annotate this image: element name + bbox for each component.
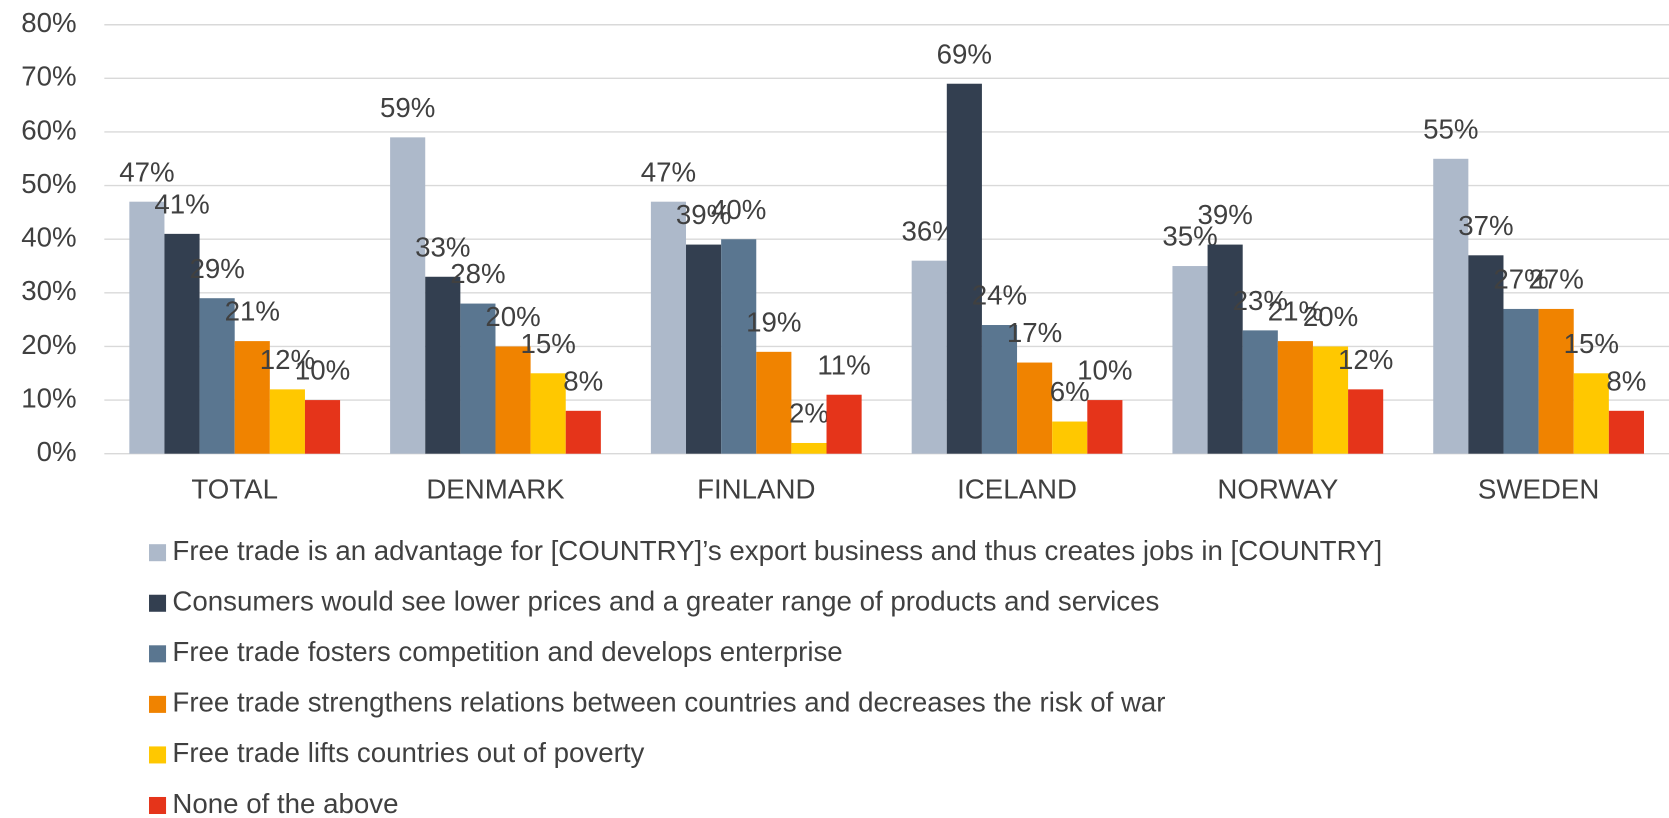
bar: [650, 201, 687, 454]
bar: [1277, 341, 1313, 454]
bar: [1017, 362, 1053, 454]
data-label: 27%: [1493, 264, 1548, 295]
bar: [1052, 421, 1088, 454]
legend-label: Free trade is an advantage for [COUNTRY]…: [172, 535, 1382, 566]
bar: [1348, 389, 1384, 454]
data-label: 15%: [1564, 328, 1619, 359]
data-label: 19%: [746, 306, 801, 337]
bar: [791, 442, 827, 454]
bar: [129, 201, 165, 454]
bar: [1172, 266, 1208, 454]
x-tick-label: DENMARK: [426, 473, 565, 504]
bar: [756, 351, 792, 454]
data-label: 33%: [415, 231, 470, 262]
legend-label: None of the above: [172, 788, 398, 818]
y-tick-label: 40%: [21, 222, 76, 253]
legend-label: Free trade lifts countries out of povert…: [172, 737, 644, 768]
data-label: 27%: [1528, 264, 1583, 295]
y-tick-label: 20%: [21, 329, 76, 360]
x-tick-label: TOTAL: [191, 473, 278, 504]
bar: [164, 233, 200, 454]
bar: [269, 389, 305, 454]
data-label: 69%: [937, 38, 992, 69]
bar: [460, 303, 496, 454]
data-label: 20%: [1303, 301, 1358, 332]
data-label: 10%: [295, 355, 350, 386]
data-label: 10%: [1077, 355, 1132, 386]
legend-swatch: [149, 645, 167, 663]
data-label: 12%: [1338, 344, 1393, 375]
bar: [946, 83, 982, 454]
bar: [1573, 373, 1609, 454]
bar: [425, 276, 461, 454]
data-label: 41%: [154, 189, 209, 220]
bar: [1312, 346, 1349, 454]
bar: [721, 239, 757, 454]
data-label: 59%: [380, 92, 435, 123]
data-label: 21%: [1268, 296, 1323, 327]
data-label: 24%: [972, 280, 1027, 311]
data-label: 39%: [1197, 199, 1252, 230]
x-tick-label: NORWAY: [1217, 473, 1338, 504]
data-label: 12%: [260, 344, 315, 375]
bar: [390, 137, 426, 454]
y-tick-label: 70%: [21, 61, 76, 92]
data-label: 21%: [225, 296, 280, 327]
data-label: 28%: [450, 258, 505, 289]
legend-swatch: [149, 796, 167, 815]
y-tick-label: 10%: [21, 382, 76, 413]
legend-label: Free trade fosters competition and devel…: [172, 636, 842, 667]
data-label: 8%: [1606, 365, 1646, 396]
x-tick-label: ICELAND: [957, 473, 1077, 504]
data-label: 20%: [485, 301, 540, 332]
bar: [826, 394, 862, 454]
x-tick-label: SWEDEN: [1478, 473, 1599, 504]
bar: [1538, 308, 1574, 454]
data-label: 40%: [711, 194, 766, 225]
legend-swatch: [149, 746, 167, 764]
bar: [911, 260, 947, 454]
data-label: 6%: [1050, 376, 1090, 407]
legend-label: Free trade strengthens relations between…: [172, 687, 1165, 718]
bar: [1433, 158, 1469, 454]
bar: [530, 373, 566, 454]
bar: [495, 346, 531, 454]
data-label: 39%: [676, 199, 731, 230]
bar: [199, 298, 235, 454]
data-label: 15%: [520, 328, 575, 359]
data-label: 23%: [1233, 285, 1288, 316]
bar: [565, 410, 601, 454]
y-tick-label: 0%: [37, 436, 77, 467]
bar: [1207, 244, 1243, 454]
legend-swatch: [149, 544, 167, 562]
bar: [304, 400, 341, 454]
data-label: 55%: [1423, 113, 1478, 144]
y-tick-label: 30%: [21, 275, 76, 306]
bar: [1608, 410, 1644, 454]
bar: [1503, 308, 1539, 454]
bar: [234, 341, 270, 454]
data-label: 47%: [641, 156, 696, 187]
bar: [686, 244, 722, 454]
y-tick-label: 80%: [21, 7, 76, 38]
x-tick-label: FINLAND: [697, 473, 815, 504]
data-label: 17%: [1007, 317, 1062, 348]
bar: [1468, 255, 1504, 454]
legend-label: Consumers would see lower prices and a g…: [172, 586, 1159, 617]
data-label: 29%: [189, 253, 244, 284]
data-label: 8%: [563, 365, 603, 396]
data-label: 47%: [119, 156, 174, 187]
y-tick-label: 60%: [21, 114, 76, 145]
data-label: 37%: [1458, 210, 1513, 241]
data-label: 11%: [817, 349, 870, 380]
bar: [1242, 330, 1278, 454]
bar: [1087, 400, 1123, 454]
data-label: 2%: [789, 398, 829, 429]
legend-swatch: [149, 594, 167, 612]
bar: [981, 325, 1018, 454]
legend-swatch: [149, 695, 167, 713]
y-tick-label: 50%: [21, 168, 76, 199]
